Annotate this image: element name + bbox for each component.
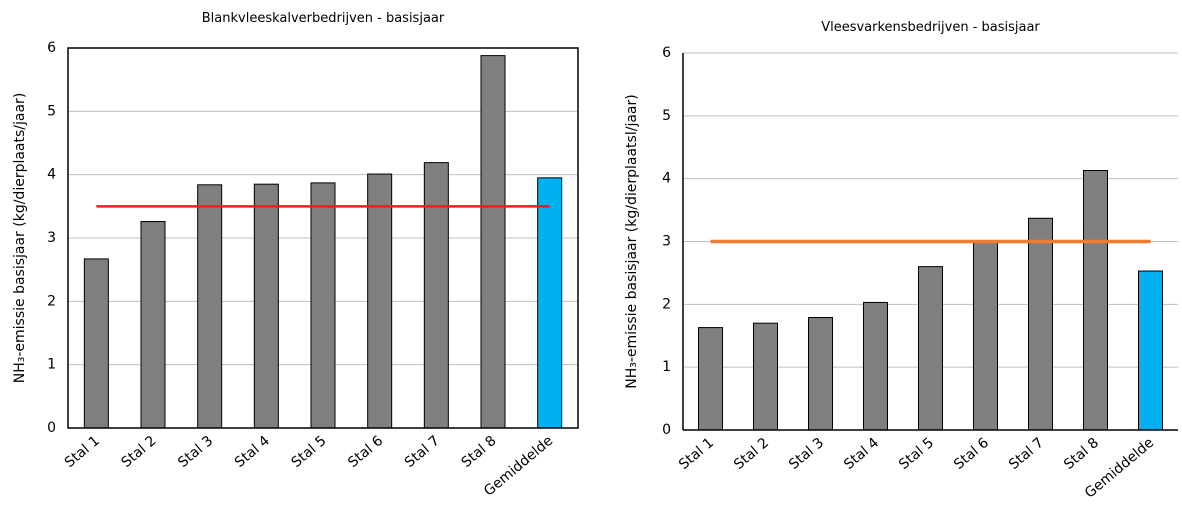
x-tick-label: Stal 4 bbox=[232, 433, 273, 471]
y-tick-label: 2 bbox=[47, 293, 56, 309]
bar bbox=[253, 183, 279, 429]
y-tick-label: 5 bbox=[662, 108, 671, 124]
x-tick-label: Stal 1 bbox=[62, 433, 103, 471]
y-tick-label: 4 bbox=[47, 167, 56, 183]
x-tick-label: Stal 6 bbox=[951, 435, 992, 473]
y-tick-label: 1 bbox=[47, 357, 56, 373]
x-tick-label: Stal 2 bbox=[731, 435, 772, 473]
chart-title: Vleesvarkensbedrijven - basisjaar bbox=[821, 20, 1040, 35]
y-tick-label: 6 bbox=[662, 45, 671, 61]
y-tick-label: 6 bbox=[47, 40, 56, 56]
y-tick-label: 0 bbox=[662, 422, 671, 438]
bar bbox=[423, 162, 449, 429]
y-tick-label: 4 bbox=[662, 171, 671, 187]
x-tick-label: Stal 6 bbox=[345, 433, 386, 471]
y-tick-label: 3 bbox=[47, 230, 56, 246]
x-tick-label: Stal 7 bbox=[402, 433, 443, 471]
x-tick-label: Stal 3 bbox=[175, 433, 216, 471]
bar bbox=[1138, 270, 1163, 431]
bar bbox=[808, 317, 833, 431]
y-axis-label: NH₃-emissie basisjaar (kg/dierplaatsl/ja… bbox=[624, 94, 640, 388]
x-tick-label: Stal 4 bbox=[841, 435, 882, 473]
y-tick-label: 2 bbox=[662, 296, 671, 312]
x-tick-label: Stal 5 bbox=[896, 435, 937, 473]
x-tick-label: Stal 7 bbox=[1006, 435, 1047, 473]
bar bbox=[863, 301, 888, 431]
bar bbox=[537, 177, 563, 429]
bar bbox=[480, 55, 506, 429]
x-tick-label: Stal 1 bbox=[676, 435, 717, 473]
bar bbox=[918, 266, 943, 431]
x-tick-label: Stal 5 bbox=[288, 433, 329, 471]
bar bbox=[973, 241, 998, 431]
bar bbox=[83, 258, 109, 429]
y-tick-label: 5 bbox=[47, 103, 56, 119]
bar bbox=[698, 327, 723, 431]
x-tick-label: Stal 8 bbox=[458, 433, 499, 471]
y-tick-label: 0 bbox=[47, 420, 56, 436]
bar bbox=[1083, 169, 1108, 431]
bar bbox=[310, 182, 336, 429]
x-tick-label: Stal 2 bbox=[118, 433, 159, 471]
bar bbox=[1028, 217, 1053, 431]
x-tick-label: Stal 3 bbox=[786, 435, 827, 473]
bar bbox=[197, 184, 223, 429]
bar bbox=[140, 221, 166, 429]
y-tick-label: 3 bbox=[662, 234, 671, 250]
x-tick-label: Stal 8 bbox=[1061, 435, 1102, 473]
plot-frame bbox=[67, 47, 579, 429]
y-tick-label: 1 bbox=[662, 359, 671, 375]
bar bbox=[753, 322, 778, 431]
y-axis-label: NH₃-emissie basisjaar (kg/dierplaats/jaa… bbox=[12, 93, 28, 384]
chart-title: Blankvleeskalverbedrijven - basisjaar bbox=[202, 11, 445, 26]
bar bbox=[367, 173, 393, 429]
